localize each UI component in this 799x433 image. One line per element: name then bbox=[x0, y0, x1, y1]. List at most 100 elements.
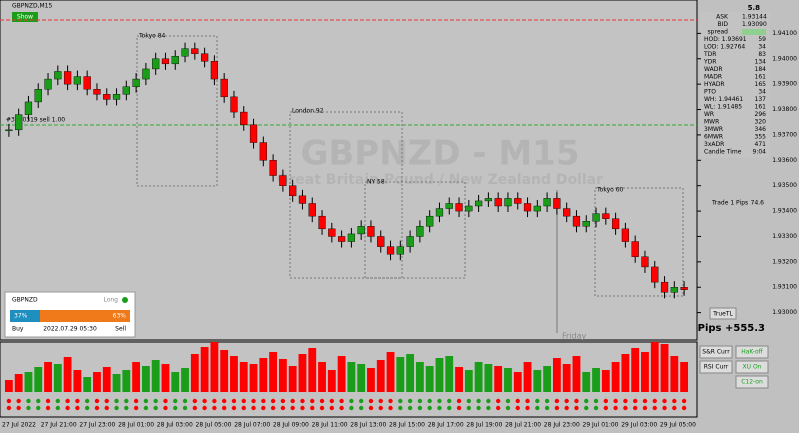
session-label: Tokyo 84 bbox=[138, 33, 166, 40]
candle bbox=[592, 213, 600, 222]
sell-pct: 63% bbox=[113, 313, 127, 320]
candle bbox=[24, 101, 33, 115]
candle bbox=[269, 160, 277, 176]
candle bbox=[563, 208, 571, 217]
histogram-bar bbox=[278, 359, 287, 392]
candle bbox=[445, 203, 453, 209]
signal-dot bbox=[310, 398, 315, 404]
signal-dot bbox=[173, 398, 178, 404]
button-label[interactable]: C12-on bbox=[741, 379, 763, 386]
show-label[interactable]: Show bbox=[17, 14, 33, 21]
histogram-bar bbox=[484, 364, 493, 392]
button-label[interactable]: XU On bbox=[743, 364, 762, 371]
histogram-bar bbox=[601, 370, 610, 392]
button[interactable] bbox=[699, 360, 733, 374]
button[interactable] bbox=[735, 375, 769, 389]
button[interactable] bbox=[735, 360, 769, 374]
histogram-bar bbox=[308, 348, 317, 392]
signal-dot bbox=[192, 398, 198, 404]
signal-dot bbox=[613, 398, 618, 404]
info-value: 165 bbox=[755, 81, 767, 88]
histogram-bar bbox=[318, 362, 326, 392]
signal-dot bbox=[554, 405, 560, 411]
x-tick-label: 27 Jul 2022 bbox=[2, 422, 36, 429]
histogram-bar bbox=[474, 362, 483, 392]
candle bbox=[455, 203, 463, 212]
candle bbox=[347, 233, 356, 242]
histogram-bar bbox=[464, 370, 473, 392]
button[interactable] bbox=[699, 345, 733, 359]
histogram-bar bbox=[122, 370, 131, 392]
histogram-bar bbox=[631, 348, 640, 392]
watermark: GBPNZD - M15 bbox=[300, 134, 579, 174]
signal-dot bbox=[221, 398, 227, 404]
pips: Pips +555.3 bbox=[698, 323, 765, 334]
candle bbox=[289, 185, 297, 197]
candle bbox=[602, 213, 610, 219]
symbol: GBPNZD,M15 bbox=[12, 3, 53, 10]
signal-dot bbox=[388, 398, 393, 404]
info-key: WR bbox=[704, 111, 714, 118]
candle bbox=[611, 218, 620, 230]
histogram-bar bbox=[445, 356, 454, 392]
signal-dot bbox=[16, 405, 21, 411]
truetl-button[interactable] bbox=[709, 307, 737, 320]
info-value: 83 bbox=[758, 51, 766, 58]
signal-dot bbox=[26, 398, 31, 404]
candle bbox=[543, 198, 551, 207]
candle bbox=[259, 142, 267, 161]
candle bbox=[337, 236, 346, 242]
signal-dot bbox=[241, 405, 246, 411]
histogram-bar bbox=[34, 367, 43, 392]
candle bbox=[63, 71, 72, 85]
signal-dot bbox=[564, 398, 569, 404]
signal-dot bbox=[495, 398, 501, 404]
button-label[interactable]: RSI Curr bbox=[704, 364, 729, 371]
info-value: 34 bbox=[758, 89, 766, 96]
candle bbox=[367, 226, 375, 237]
buttons: S&R Curr HaK-off RSI Curr XU On C12-on bbox=[699, 345, 769, 389]
histogram-bar bbox=[259, 358, 268, 392]
candle bbox=[357, 226, 365, 235]
candle bbox=[474, 200, 483, 207]
signal-dot bbox=[133, 398, 139, 404]
candle bbox=[210, 61, 219, 80]
x-tick-label: 28 Jul 03:00 bbox=[157, 422, 193, 429]
candle bbox=[631, 241, 639, 257]
candle bbox=[230, 96, 238, 113]
signal-dot bbox=[55, 405, 61, 411]
signal-dot bbox=[349, 398, 354, 404]
info-value: 296 bbox=[755, 111, 767, 118]
candle bbox=[680, 287, 688, 290]
signal-dot bbox=[632, 405, 638, 411]
signal-dot bbox=[437, 398, 442, 404]
signal-dot bbox=[143, 405, 149, 411]
button[interactable] bbox=[735, 345, 769, 359]
button-label[interactable]: HaK-off bbox=[741, 349, 763, 356]
info-key: 3MWR bbox=[704, 126, 723, 133]
y-tick-label: 1.93300 bbox=[772, 233, 797, 240]
signal-dot bbox=[584, 405, 589, 411]
signal-dot bbox=[65, 398, 70, 404]
info-key: PTO bbox=[704, 89, 716, 96]
info-key: MWR bbox=[704, 119, 719, 126]
signal-dot bbox=[329, 398, 335, 404]
histogram-bar bbox=[347, 362, 356, 392]
signal-dot bbox=[544, 398, 550, 404]
signal-dot bbox=[495, 405, 501, 411]
histogram-bar bbox=[680, 362, 689, 392]
signal-dot bbox=[407, 398, 413, 404]
button-label[interactable]: S&R Curr bbox=[702, 349, 730, 356]
candle bbox=[504, 198, 512, 207]
signal-dot bbox=[672, 398, 677, 404]
histogram-bar bbox=[288, 366, 297, 392]
signal-dot bbox=[349, 405, 354, 411]
signal-dot bbox=[662, 405, 667, 411]
histogram-bar bbox=[161, 364, 170, 392]
truetl[interactable]: TrueTL bbox=[712, 311, 733, 318]
show-button[interactable] bbox=[12, 12, 38, 22]
x-tick-label: 28 Jul 11:00 bbox=[312, 422, 348, 429]
candle bbox=[171, 56, 179, 65]
